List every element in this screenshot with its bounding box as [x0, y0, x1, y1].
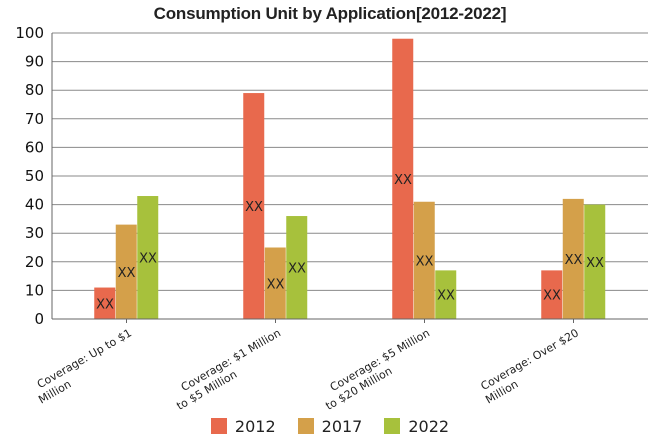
x-tick-label: Coverage: $1 Millionto $5 Million	[167, 326, 290, 412]
legend: 2012 2017 2022	[0, 414, 660, 438]
y-tick-label: 0	[34, 310, 44, 328]
legend-item-2012: 2012	[210, 416, 276, 436]
data-label: XX	[543, 289, 561, 304]
bars	[94, 38, 606, 319]
y-tick-label: 30	[25, 224, 44, 242]
legend-label: 2012	[234, 416, 276, 436]
x-tick-label-line: Coverage: Over $20	[478, 326, 581, 393]
data-label: XX	[245, 200, 263, 215]
data-label: XX	[416, 254, 434, 269]
legend-label: 2017	[321, 416, 363, 436]
y-tick-label: 100	[15, 24, 44, 42]
x-tick-label-line: Coverage: Up to $1	[35, 326, 134, 391]
y-tick-label: 40	[25, 196, 44, 214]
bar-2012	[541, 270, 563, 319]
y-tick-label: 10	[25, 281, 44, 299]
legend-item-2017: 2017	[297, 416, 363, 436]
bar-2022	[435, 270, 457, 319]
bar-2012	[243, 93, 265, 319]
data-label: XX	[288, 262, 306, 277]
data-label: XX	[118, 266, 136, 281]
bar-2017	[264, 247, 286, 319]
x-tick-label: Coverage: Up to $1Million	[29, 326, 141, 406]
legend-label: 2022	[408, 416, 450, 436]
bar-2022	[584, 204, 606, 319]
y-tick-label: 70	[25, 110, 44, 128]
x-tick-label-line: Coverage: $5 Million	[328, 326, 432, 394]
y-tick-label: 60	[25, 138, 44, 156]
y-tick-label: 50	[25, 167, 44, 185]
legend-item-2022: 2022	[384, 417, 449, 436]
data-label: XX	[586, 256, 604, 271]
data-label: XX	[267, 277, 285, 292]
bar-2012	[94, 287, 116, 319]
axes	[51, 33, 648, 323]
bar-2017	[413, 201, 435, 319]
bar-2012	[392, 38, 414, 319]
legend-swatch	[384, 418, 401, 434]
data-label: XX	[394, 173, 412, 188]
data-label: XX	[139, 252, 157, 267]
data-label: XX	[565, 253, 583, 268]
x-tick-label: Coverage: Over $20Million	[476, 326, 588, 406]
bar-2017	[115, 224, 137, 319]
x-tick-label: Coverage: $5 Millionto $20 Million	[316, 326, 439, 412]
bar-2022	[137, 196, 159, 319]
bar-2022	[286, 216, 308, 319]
legend-swatch	[297, 418, 314, 434]
legend-swatch	[210, 418, 227, 434]
y-tick-label: 80	[25, 81, 44, 99]
data-label: XX	[437, 289, 455, 304]
x-tick-label-line: Coverage: $1 Million	[179, 326, 283, 394]
y-tick-label: 90	[25, 53, 44, 71]
y-tick-label: 20	[25, 253, 44, 271]
chart-title: Consumption Unit by Application[2012-202…	[153, 4, 507, 23]
data-label: XX	[96, 297, 114, 312]
bar-2017	[562, 198, 584, 319]
